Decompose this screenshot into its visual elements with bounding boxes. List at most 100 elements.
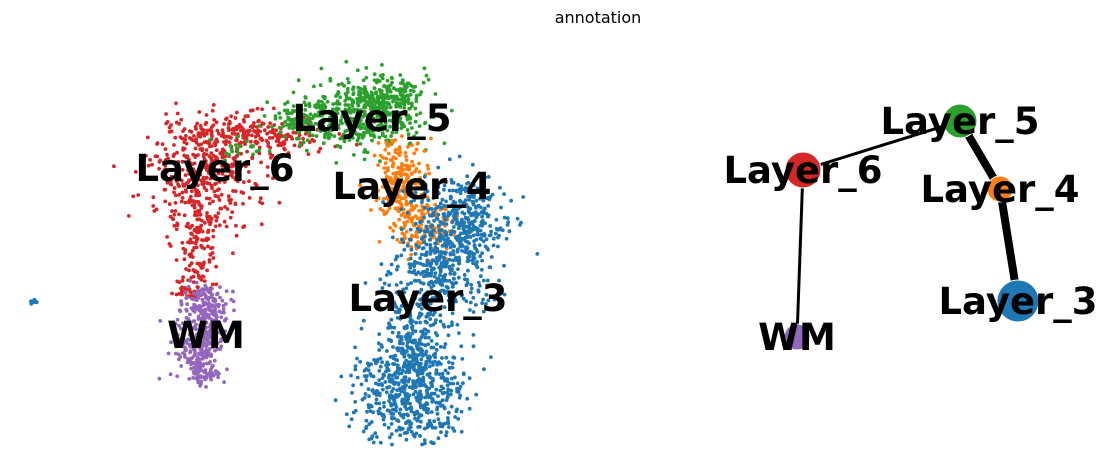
umap-point bbox=[434, 318, 438, 322]
umap-point bbox=[167, 202, 172, 207]
umap-point bbox=[328, 76, 333, 81]
umap-point bbox=[382, 400, 386, 405]
umap-point bbox=[422, 191, 427, 195]
umap-point bbox=[352, 153, 356, 157]
umap-point bbox=[277, 200, 282, 205]
umap-point bbox=[414, 93, 419, 98]
umap-point bbox=[192, 365, 196, 370]
umap-point bbox=[355, 101, 360, 106]
umap-point bbox=[305, 138, 310, 143]
umap-point bbox=[338, 119, 343, 124]
umap-point bbox=[386, 269, 391, 274]
umap-point bbox=[413, 329, 418, 334]
umap-point bbox=[211, 199, 215, 204]
umap-point bbox=[405, 189, 409, 194]
umap-point bbox=[298, 143, 302, 148]
umap-point bbox=[474, 226, 478, 230]
umap-point bbox=[428, 301, 433, 306]
umap-point bbox=[194, 193, 198, 198]
umap-point bbox=[399, 413, 403, 418]
umap-point bbox=[317, 123, 322, 128]
umap-point bbox=[419, 252, 424, 257]
umap-point bbox=[424, 314, 429, 319]
umap-point bbox=[387, 283, 392, 288]
umap-point bbox=[242, 119, 247, 124]
umap-point bbox=[322, 96, 327, 101]
umap-point bbox=[404, 158, 409, 163]
umap-point bbox=[378, 356, 383, 361]
umap-point bbox=[29, 301, 34, 306]
umap-point bbox=[222, 318, 227, 323]
umap-point bbox=[388, 83, 393, 87]
umap-point bbox=[398, 240, 403, 245]
umap-point bbox=[320, 120, 324, 125]
umap-point bbox=[213, 157, 218, 162]
umap-point bbox=[421, 195, 425, 200]
umap-point bbox=[310, 116, 315, 120]
umap-point bbox=[205, 140, 210, 145]
umap-point bbox=[381, 98, 386, 103]
umap-point bbox=[131, 194, 136, 199]
umap-point bbox=[385, 144, 390, 149]
umap-point bbox=[401, 341, 405, 346]
umap-point bbox=[386, 337, 391, 342]
umap-point bbox=[389, 317, 394, 322]
umap-point bbox=[387, 399, 391, 403]
umap-point bbox=[419, 347, 424, 352]
umap-point bbox=[443, 243, 448, 248]
umap-point bbox=[448, 245, 453, 250]
umap-point bbox=[260, 121, 265, 125]
umap-point bbox=[407, 370, 412, 375]
umap-point bbox=[398, 386, 402, 391]
umap-point bbox=[406, 145, 410, 149]
umap-point bbox=[376, 163, 380, 168]
umap-point bbox=[493, 231, 498, 236]
umap-point bbox=[355, 107, 360, 112]
umap-point bbox=[369, 102, 373, 107]
umap-point bbox=[376, 196, 381, 201]
umap-point bbox=[400, 231, 405, 236]
umap-point bbox=[433, 245, 438, 250]
umap-point bbox=[447, 360, 451, 365]
umap-point bbox=[472, 239, 476, 244]
umap-point bbox=[418, 111, 423, 115]
umap-point bbox=[451, 426, 455, 430]
umap-point bbox=[484, 237, 489, 242]
umap-point bbox=[445, 390, 450, 395]
umap-point bbox=[405, 85, 409, 89]
umap-point bbox=[231, 289, 235, 294]
umap-point bbox=[492, 297, 497, 302]
umap-point bbox=[282, 146, 286, 151]
umap-point bbox=[411, 392, 416, 397]
umap-point bbox=[419, 241, 423, 246]
umap-point bbox=[429, 271, 434, 276]
umap-point bbox=[456, 417, 461, 421]
umap-point bbox=[192, 134, 196, 138]
umap-point bbox=[402, 106, 407, 110]
umap-point bbox=[196, 292, 201, 297]
umap-point bbox=[422, 205, 427, 210]
umap-point bbox=[444, 278, 449, 283]
umap-point bbox=[218, 151, 223, 156]
umap-point bbox=[394, 375, 398, 380]
umap-point bbox=[428, 317, 433, 321]
umap-point bbox=[455, 211, 460, 216]
umap-point bbox=[397, 110, 402, 115]
umap-point bbox=[319, 66, 324, 71]
umap-point bbox=[483, 244, 488, 249]
umap-point bbox=[257, 151, 262, 156]
umap-point bbox=[191, 176, 196, 181]
umap-point bbox=[409, 83, 413, 88]
umap-point bbox=[435, 333, 439, 338]
umap-point bbox=[186, 168, 191, 173]
umap-point bbox=[423, 269, 428, 274]
umap-point bbox=[428, 251, 433, 256]
umap-point bbox=[470, 162, 475, 167]
umap-point bbox=[429, 391, 434, 396]
umap-point bbox=[210, 134, 215, 139]
umap-point bbox=[174, 101, 178, 106]
umap-point bbox=[216, 375, 221, 380]
umap-point bbox=[412, 278, 417, 283]
umap-point bbox=[402, 375, 407, 380]
umap-point bbox=[208, 137, 213, 142]
